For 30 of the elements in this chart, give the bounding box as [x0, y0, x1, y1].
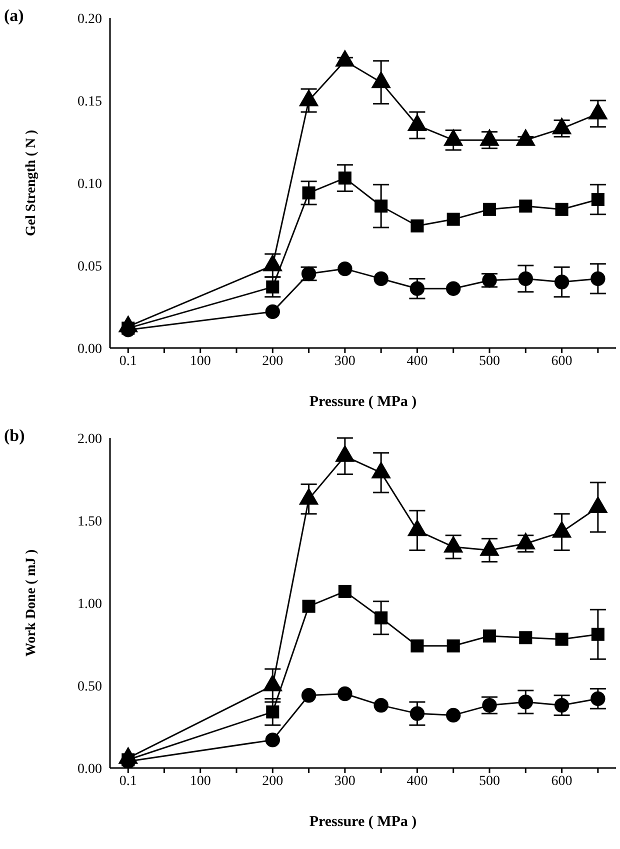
y-tick-label: 0.20 [78, 12, 102, 27]
y-axis-title: Gel Strength ( N ) [24, 130, 39, 236]
y-tick-label: 1.50 [78, 514, 102, 530]
y-tick-label: 0.15 [78, 94, 102, 110]
x-tick-label: 300 [334, 354, 356, 369]
y-tick-label: 0.05 [78, 259, 102, 274]
y-tick-label: 0.00 [78, 342, 102, 357]
x-tick-label: 0.1 [119, 774, 137, 789]
y-tick-label: 0.10 [78, 176, 102, 192]
x-tick-label: 300 [334, 774, 356, 789]
x-tick-label: 600 [551, 354, 572, 369]
x-tick-label: 200 [262, 354, 284, 369]
x-tick-label: 400 [406, 774, 428, 789]
y-axis-title: Work Done ( mJ ) [24, 549, 39, 657]
y-tick-label: 2.00 [78, 432, 102, 447]
x-axis-title: Pressure ( MPa ) [309, 394, 417, 410]
chart-title: (a) [4, 6, 24, 26]
x-tick-label: 200 [262, 774, 284, 789]
y-tick-label: 1.00 [78, 596, 102, 612]
x-axis-title: Pressure ( MPa ) [309, 814, 417, 830]
x-tick-label: 100 [190, 774, 211, 789]
x-tick-label: 400 [406, 354, 428, 369]
x-tick-label: 0.1 [119, 354, 137, 369]
x-tick-label: 100 [190, 354, 211, 369]
y-tick-label: 0.50 [78, 679, 102, 694]
x-tick-label: 500 [479, 354, 500, 369]
x-tick-label: 500 [479, 774, 500, 789]
x-tick-label: 600 [551, 774, 572, 789]
chart-title: (b) [4, 426, 25, 446]
y-tick-label: 0.00 [78, 762, 102, 777]
